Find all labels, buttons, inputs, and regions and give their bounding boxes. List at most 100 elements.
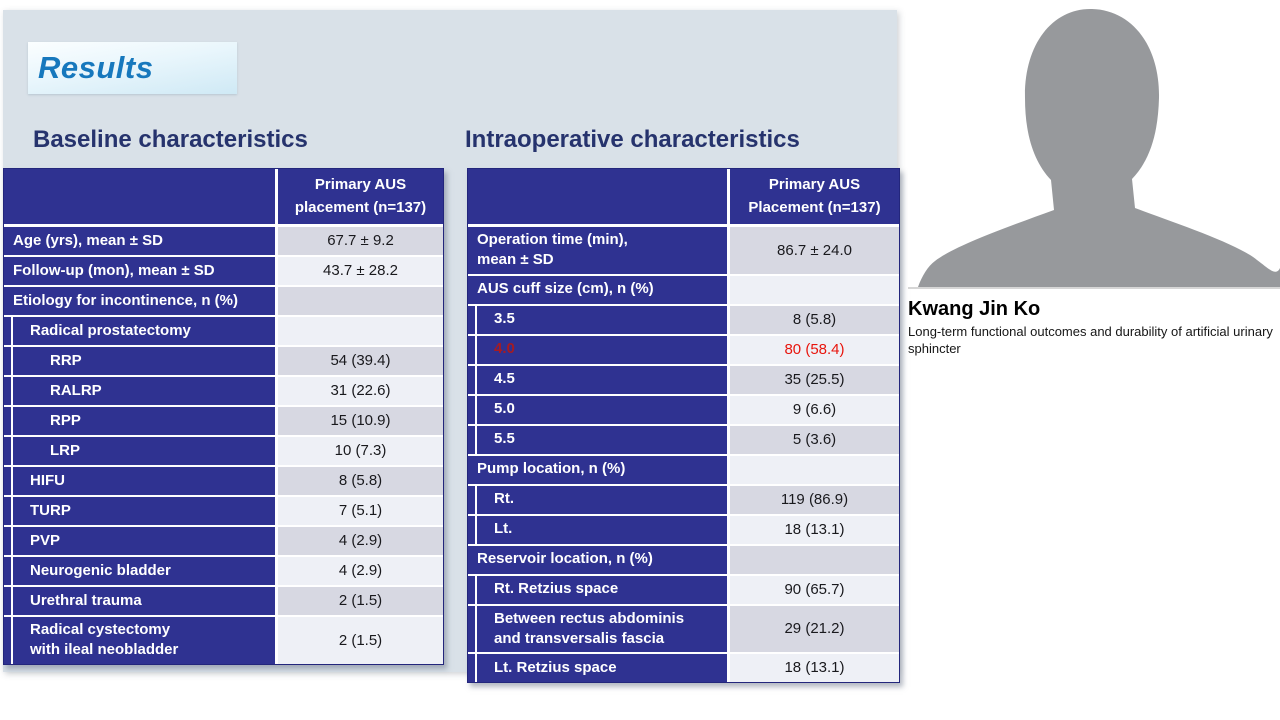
table-body: Age (yrs), mean ± SD 67.7 ± 9.2 Follow-up …: [4, 227, 443, 664]
row-value: 80 (58.4): [727, 335, 899, 364]
baseline-heading: Baseline characteristics: [33, 126, 308, 153]
table-row: Lt. Retzius space 18 (13.1): [468, 652, 899, 682]
table-header: Primary AUS placement (n=137): [4, 169, 443, 227]
row-value: 86.7 ± 24.0: [727, 227, 899, 274]
row-value: [727, 275, 899, 304]
table-row: TURP 7 (5.1): [4, 495, 443, 525]
row-label: Lt.: [468, 513, 727, 544]
row-value: 119 (86.9): [727, 485, 899, 514]
row-label: RPP: [4, 405, 275, 435]
table-row: HIFU 8 (5.8): [4, 465, 443, 495]
row-value: 8 (5.8): [275, 467, 443, 495]
row-value: [727, 455, 899, 484]
table-row: Radical cystectomy with ileal neobladder…: [4, 615, 443, 664]
table-row: AUS cuff size (cm), n (%): [468, 273, 899, 304]
header-empty-cell: [4, 169, 275, 224]
table-row: Rt. Retzius space 90 (65.7): [468, 573, 899, 604]
row-label: 5.5: [468, 423, 727, 454]
table-row: RRP 54 (39.4): [4, 345, 443, 375]
row-label: Follow-up (mon), mean ± SD: [4, 257, 275, 285]
table-body: Operation time (min), mean ± SD 86.7 ± 24…: [468, 227, 899, 682]
row-value: 2 (1.5): [275, 617, 443, 664]
row-value: 18 (13.1): [727, 515, 899, 544]
row-label: Neurogenic bladder: [4, 555, 275, 585]
row-label: Radical cystectomy with ileal neobladder: [4, 615, 275, 664]
speaker-description: Long-term functional outcomes and durabi…: [908, 324, 1273, 356]
row-value: 4 (2.9): [275, 557, 443, 585]
table-row: LRP 10 (7.3): [4, 435, 443, 465]
row-label: TURP: [4, 495, 275, 525]
row-label: Rt.: [468, 483, 727, 514]
table-row: Urethral trauma 2 (1.5): [4, 585, 443, 615]
row-value: 29 (21.2): [727, 605, 899, 652]
table-row: Operation time (min), mean ± SD 86.7 ± 24…: [468, 227, 899, 274]
table-row: 5.5 5 (3.6): [468, 423, 899, 454]
row-value: 31 (22.6): [275, 377, 443, 405]
table-row: Reservoir location, n (%): [468, 543, 899, 574]
table-row: Between rectus abdominis and transversal…: [468, 603, 899, 652]
row-label: 5.0: [468, 393, 727, 424]
row-value: 90 (65.7): [727, 575, 899, 604]
row-label: AUS cuff size (cm), n (%): [468, 275, 727, 304]
row-label: Etiology for incontinence, n (%): [4, 287, 275, 315]
row-value: 10 (7.3): [275, 437, 443, 465]
row-value: 43.7 ± 28.2: [275, 257, 443, 285]
row-label: LRP: [4, 435, 275, 465]
table-row: 5.0 9 (6.6): [468, 393, 899, 424]
table-row: 4.0 80 (58.4): [468, 333, 899, 364]
row-label: Lt. Retzius space: [468, 652, 727, 682]
row-label: Age (yrs), mean ± SD: [4, 227, 275, 255]
row-label: 3.5: [468, 303, 727, 334]
table-row: PVP 4 (2.9): [4, 525, 443, 555]
table-row: 3.5 8 (5.8): [468, 303, 899, 334]
row-label: Between rectus abdominis and transversal…: [468, 603, 727, 652]
table-row: Age (yrs), mean ± SD 67.7 ± 9.2: [4, 227, 443, 255]
table-row: RPP 15 (10.9): [4, 405, 443, 435]
row-label: Radical prostatectomy: [4, 315, 275, 345]
speaker-photo: [908, 0, 1280, 289]
slide: Results Baseline characteristics Intraop…: [3, 10, 900, 683]
row-value: 15 (10.9): [275, 407, 443, 435]
row-label: Reservoir location, n (%): [468, 545, 727, 574]
table-row: Follow-up (mon), mean ± SD 43.7 ± 28.2: [4, 255, 443, 285]
row-value: 18 (13.1): [727, 654, 899, 682]
table-row: Lt. 18 (13.1): [468, 513, 899, 544]
table-row: Neurogenic bladder 4 (2.9): [4, 555, 443, 585]
table-row: RALRP 31 (22.6): [4, 375, 443, 405]
row-label: 4.0: [468, 333, 727, 364]
table-header: Primary AUS Placement (n=137): [468, 169, 899, 227]
slide-title: Results: [38, 50, 154, 85]
row-value: 9 (6.6): [727, 395, 899, 424]
table-row: Rt. 119 (86.9): [468, 483, 899, 514]
table-row: Pump location, n (%): [468, 453, 899, 484]
row-label: RALRP: [4, 375, 275, 405]
table-row: Etiology for incontinence, n (%): [4, 285, 443, 315]
person-silhouette-icon: [918, 8, 1280, 287]
slide-title-badge: Results: [28, 42, 237, 94]
row-value: [275, 317, 443, 345]
speaker-panel: Kwang Jin Ko Long-term functional outcom…: [908, 0, 1280, 358]
row-value: [275, 287, 443, 315]
row-label: PVP: [4, 525, 275, 555]
row-value: 8 (5.8): [727, 305, 899, 334]
header-column-label: Primary AUS Placement (n=137): [727, 169, 899, 224]
table-row: 4.5 35 (25.5): [468, 363, 899, 394]
row-label: HIFU: [4, 465, 275, 495]
row-value: 2 (1.5): [275, 587, 443, 615]
row-value: 5 (3.6): [727, 425, 899, 454]
row-value: 7 (5.1): [275, 497, 443, 525]
row-value: 4 (2.9): [275, 527, 443, 555]
speaker-name: Kwang Jin Ko: [908, 298, 1041, 320]
row-value: 67.7 ± 9.2: [275, 227, 443, 255]
row-value: [727, 545, 899, 574]
row-label: Rt. Retzius space: [468, 573, 727, 604]
header-column-label: Primary AUS placement (n=137): [275, 169, 443, 224]
row-value: 54 (39.4): [275, 347, 443, 375]
intraoperative-table: Primary AUS Placement (n=137) Operation …: [467, 168, 900, 683]
row-value: 35 (25.5): [727, 365, 899, 394]
row-label: Urethral trauma: [4, 585, 275, 615]
intraoperative-heading: Intraoperative characteristics: [465, 126, 800, 153]
row-label: Operation time (min), mean ± SD: [468, 227, 727, 274]
row-label: RRP: [4, 345, 275, 375]
